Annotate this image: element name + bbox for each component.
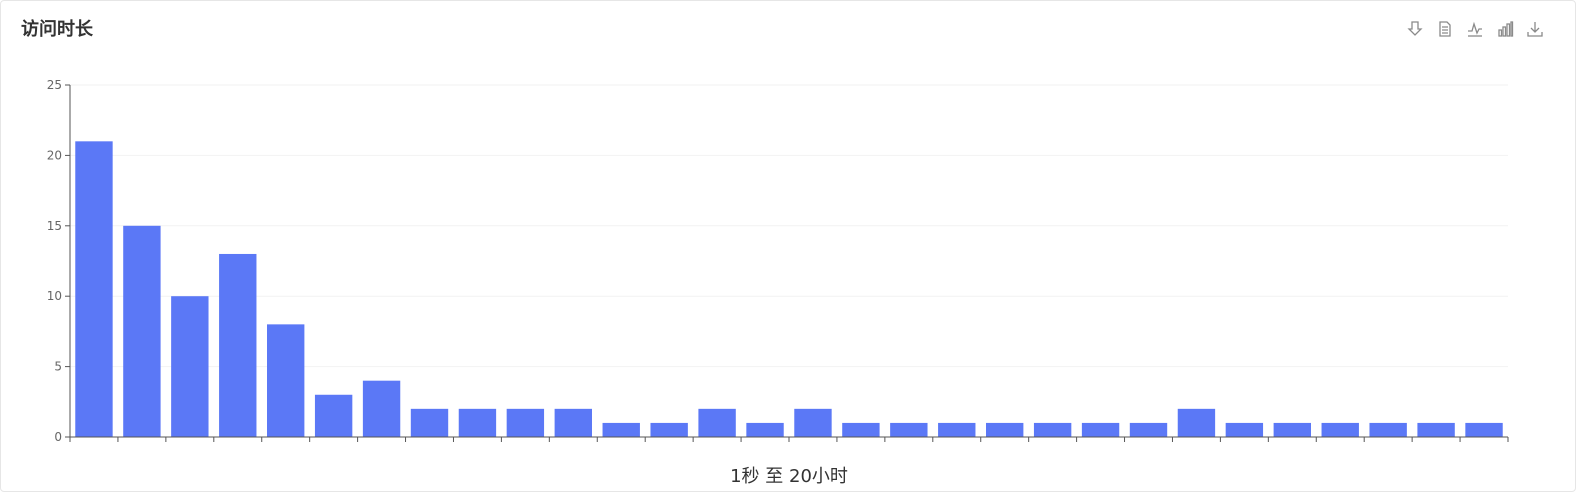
bar[interactable] [986, 422, 1024, 437]
data-view-icon[interactable] [1435, 19, 1455, 39]
bar[interactable] [938, 422, 976, 437]
y-tick-label: 20 [47, 148, 62, 162]
bar[interactable] [1321, 422, 1359, 437]
pin-icon[interactable] [1405, 19, 1425, 39]
bar[interactable] [458, 408, 497, 437]
bars [75, 141, 1503, 437]
panel-title: 访问时长 [21, 19, 93, 40]
y-tick-label: 10 [47, 289, 62, 303]
bar[interactable] [1225, 422, 1264, 437]
bar[interactable] [746, 422, 784, 437]
bar[interactable] [1273, 422, 1311, 437]
bar-chart-icon[interactable] [1495, 19, 1515, 39]
axes [65, 84, 1509, 442]
bar[interactable] [794, 408, 832, 437]
bar[interactable] [410, 408, 449, 437]
download-icon[interactable] [1525, 19, 1545, 39]
bar[interactable] [1129, 422, 1168, 437]
bar[interactable] [698, 408, 736, 437]
x-axis-title: 1秒 至 20小时 [730, 466, 848, 487]
bar[interactable] [554, 408, 592, 437]
bar[interactable] [171, 296, 209, 437]
tick-labels: 0 5 10 15 20 25 [47, 78, 62, 444]
y-tick-label: 15 [47, 219, 62, 233]
bar[interactable] [219, 253, 257, 437]
bar[interactable] [650, 422, 688, 437]
bar[interactable] [1417, 422, 1455, 437]
chart-toolbox [1405, 19, 1545, 39]
bar[interactable] [1081, 422, 1120, 437]
bar[interactable] [1369, 422, 1407, 437]
bar[interactable] [362, 380, 401, 437]
bar[interactable] [1177, 408, 1216, 437]
bar[interactable] [842, 422, 880, 437]
bar[interactable] [1033, 422, 1072, 437]
bar[interactable] [602, 422, 640, 437]
y-tick-label: 25 [47, 78, 62, 92]
bar[interactable] [506, 408, 545, 437]
bar[interactable] [314, 394, 353, 437]
line-chart-icon[interactable] [1465, 19, 1485, 39]
bar[interactable] [890, 422, 928, 437]
bar[interactable] [75, 141, 113, 437]
grid-lines [70, 84, 1508, 368]
bar[interactable] [267, 324, 305, 437]
bar[interactable] [123, 225, 161, 437]
y-tick-label: 0 [54, 430, 62, 444]
bar[interactable] [1465, 422, 1503, 437]
y-tick-label: 5 [54, 360, 62, 374]
